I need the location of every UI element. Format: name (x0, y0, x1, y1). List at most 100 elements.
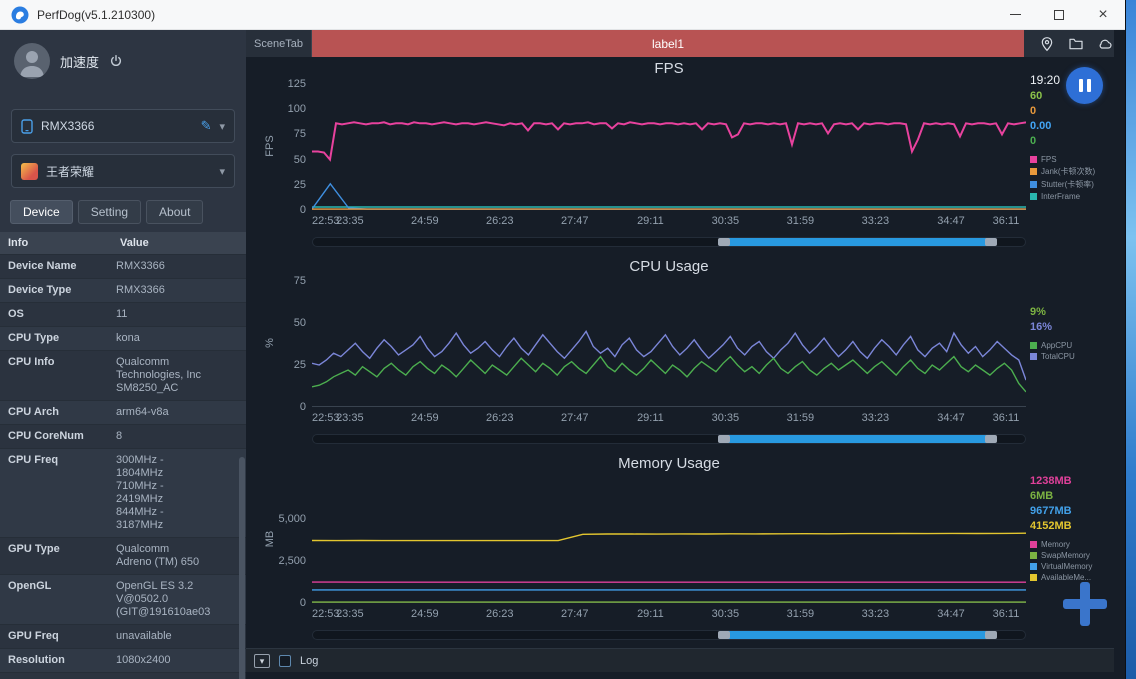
legend-label: TotalCPU (1041, 352, 1075, 361)
legend-swatch (1030, 541, 1037, 548)
y-tick-label: 25 (293, 178, 306, 191)
scrollbar-handle-left[interactable] (718, 238, 730, 246)
legend-label: AvailableMe... (1041, 573, 1092, 582)
table-row: OpenGL OpenGL ES 3.2 V@0502.0 (GIT@191610… (0, 575, 246, 625)
close-button[interactable]: × (1098, 5, 1108, 23)
x-tick-label: 33:23 (861, 608, 890, 620)
legend-item: AppCPU (1030, 341, 1114, 350)
current-value: 9% (1030, 306, 1046, 318)
log-label: Log (300, 654, 319, 667)
scene-tab-button[interactable]: SceneTab (246, 30, 312, 57)
x-tick-label: 23:35 (336, 215, 364, 227)
chart-legend: AppCPU TotalCPU (1030, 341, 1114, 361)
title-bar: PerfDog(v5.1.210300) × (0, 0, 1125, 30)
tab-device[interactable]: Device (10, 200, 73, 224)
avatar[interactable] (14, 43, 50, 79)
x-tick-label: 26:23 (486, 608, 514, 620)
location-icon[interactable] (1039, 36, 1055, 52)
table-row: GPU Type Qualcomm Adreno (TM) 650 (0, 538, 246, 575)
tab-setting[interactable]: Setting (77, 200, 142, 224)
row-label: OS (8, 308, 24, 320)
chart-legend: Memory SwapMemory VirtualMemory AvailableMe… (1030, 540, 1114, 582)
legend-swatch (1030, 342, 1037, 349)
y-tick-label: 75 (293, 275, 306, 287)
current-value: 6MB (1030, 490, 1054, 502)
y-tick-label: 125 (287, 78, 306, 90)
plus-crosshair-icon[interactable] (1063, 582, 1107, 626)
expand-panel-button[interactable]: ▾ (254, 653, 270, 668)
table-header-row: Info Value (0, 232, 246, 255)
x-tick-label: 30:35 (711, 215, 740, 227)
y-tick-label: 50 (293, 317, 306, 329)
sidebar-scrollbar[interactable] (239, 457, 245, 679)
x-tick-label: 31:59 (786, 215, 815, 227)
x-tick-label: 29:11 (637, 608, 664, 620)
range-scrollbar[interactable] (312, 434, 1026, 444)
row-label: Device Name (8, 260, 77, 272)
row-value: Qualcomm Adreno (TM) 650 (116, 543, 200, 568)
scrollbar-handle-right[interactable] (985, 435, 997, 443)
chart-right-panel: 1238MB 6MB 9677MB 4152MB Memory SwapMemory Vir… (1030, 474, 1114, 584)
current-value: 16% (1030, 321, 1053, 333)
row-value: Qualcomm Technologies, Inc SM8250_AC (116, 356, 201, 394)
scrollbar-selection[interactable] (726, 238, 989, 246)
legend-item: Jank(卡顿次数) (1030, 166, 1114, 177)
table-row: CPU Info Qualcomm Technologies, Inc SM825… (0, 351, 246, 401)
scrollbar-handle-right[interactable] (985, 238, 997, 246)
row-value: arm64-v8a (116, 406, 169, 418)
chart-cpu-usage: CPU Usage% 0 25 50 75 22:53 23:35 24:59 26:23 27:… (246, 255, 1114, 452)
legend-item: FPS (1030, 155, 1114, 164)
range-scrollbar[interactable] (312, 237, 1026, 247)
x-tick-label: 27:47 (560, 215, 589, 227)
row-value: RMX3366 (116, 284, 165, 296)
row-value: unavailable (116, 630, 172, 642)
table-row: CPU Freq 300MHz - 1804MHz 710MHz - 2419MH… (0, 449, 246, 538)
legend-swatch (1030, 574, 1037, 581)
x-tick-label: 27:47 (560, 608, 589, 620)
scrollbar-handle-left[interactable] (718, 435, 730, 443)
cloud-icon[interactable] (1097, 36, 1113, 52)
x-tick-label: 30:35 (711, 608, 740, 620)
pause-button[interactable] (1066, 67, 1103, 104)
row-value: 8 (116, 430, 123, 442)
legend-label: FPS (1041, 155, 1057, 164)
log-checkbox[interactable] (279, 654, 291, 667)
x-tick-label: 22:53 (312, 215, 340, 227)
scrollbar-handle-left[interactable] (718, 631, 730, 639)
y-tick-label: 0 (299, 204, 306, 216)
table-header-info: Info (8, 237, 29, 249)
device-select[interactable]: RMX3366 ✎ ▾ (11, 109, 235, 143)
current-value: 9677MB (1030, 505, 1072, 517)
row-label: GPU Freq (8, 630, 59, 642)
minimize-button[interactable] (993, 0, 1037, 30)
chart-title: FPS (654, 60, 684, 77)
main-area: SceneTab label1 FPS FPS 0 25 50 75 100 125 22:53… (246, 30, 1114, 679)
chart-plot (312, 477, 1026, 603)
y-tick-label: 0 (299, 401, 306, 413)
window-title: PerfDog(v5.1.210300) (37, 7, 156, 22)
app-select[interactable]: 王者荣耀 ▾ (11, 154, 235, 188)
current-value: 1238MB (1030, 475, 1072, 487)
scrollbar-handle-right[interactable] (985, 631, 997, 639)
tab-about[interactable]: About (146, 200, 204, 224)
range-scrollbar[interactable] (312, 630, 1026, 640)
x-tick-label: 36:11 (992, 412, 1020, 424)
scene-topbar: SceneTab label1 (246, 30, 1114, 57)
legend-label: SwapMemory (1041, 551, 1090, 560)
user-row: 加速度 (0, 30, 246, 80)
legend-item: TotalCPU (1030, 352, 1114, 361)
power-icon[interactable] (109, 54, 123, 68)
scene-label-bar[interactable]: label1 (312, 30, 1024, 57)
x-tick-label: 24:59 (411, 215, 439, 227)
folder-icon[interactable] (1068, 36, 1084, 52)
row-label: CPU Info (8, 356, 55, 368)
maximize-button[interactable] (1037, 0, 1081, 30)
edit-device-icon[interactable]: ✎ (200, 118, 212, 133)
table-row: CPU Arch arm64-v8a (0, 401, 246, 425)
row-value: 300MHz - 1804MHz 710MHz - 2419MHz 844MHz… (116, 454, 164, 531)
table-row: Screen Size6.56 in (0, 673, 246, 679)
scrollbar-selection[interactable] (726, 631, 989, 639)
current-value: 0.00 (1030, 120, 1052, 132)
scrollbar-selection[interactable] (726, 435, 989, 443)
row-label: CPU Arch (8, 406, 59, 418)
